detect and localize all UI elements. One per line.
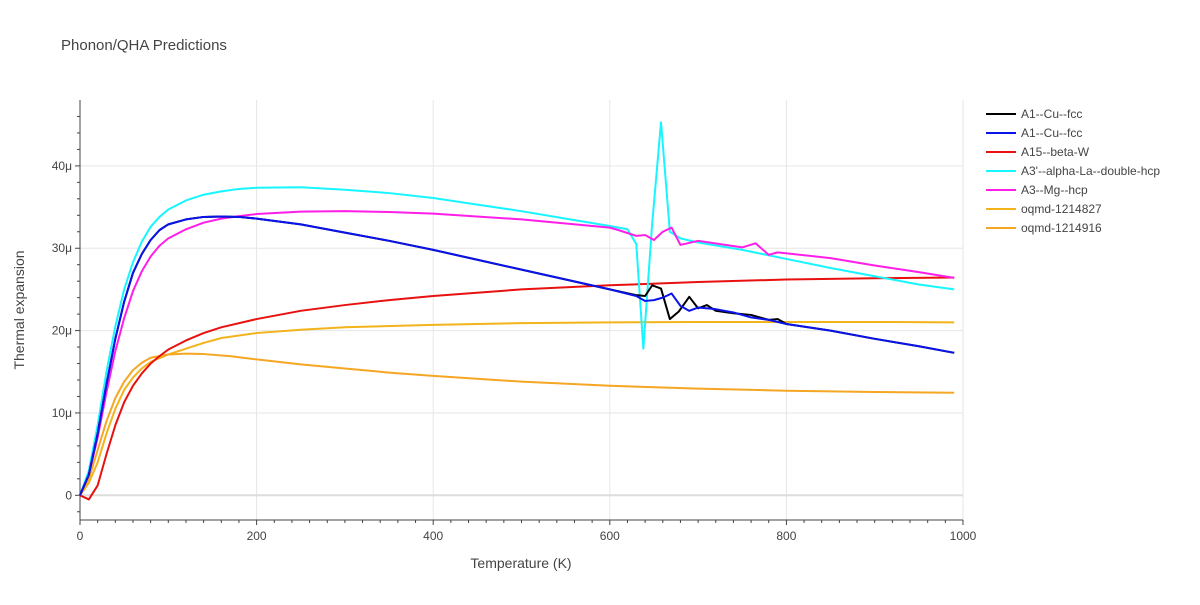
x-axis-title: Temperature (K)	[470, 555, 571, 571]
series-line-0	[79, 320, 955, 496]
legend-item[interactable]: A15--beta-W	[986, 145, 1090, 159]
legend-label: A3--Mg--hcp	[1021, 183, 1088, 197]
legend-item[interactable]: oqmd-1214916	[986, 221, 1102, 235]
series-line-1	[79, 352, 955, 496]
legend[interactable]: A1--Cu--fcc A1--Cu--fcc A15--beta-W A3'--al…	[986, 107, 1160, 235]
legend-item[interactable]: A3--Mg--hcp	[986, 183, 1088, 197]
series-layer	[79, 121, 955, 501]
grid-layer	[80, 100, 964, 520]
y-tick-label: 30μ	[52, 241, 72, 255]
y-tick-label: 20μ	[52, 324, 72, 338]
chart-title: Phonon/QHA Predictions	[61, 37, 227, 54]
y-axis-title: Thermal expansion	[11, 250, 27, 369]
legend-label: oqmd-1214916	[1021, 221, 1102, 235]
series-line-2	[79, 276, 955, 501]
x-tick-label: 800	[776, 529, 796, 543]
legend-item[interactable]: A1--Cu--fcc	[986, 126, 1082, 140]
legend-label: A3'--alpha-La--double-hcp	[1021, 164, 1160, 178]
x-tick-label: 1000	[950, 529, 977, 543]
series-line-4	[79, 210, 955, 496]
x-tick-label: 400	[423, 529, 443, 543]
series-line-6	[79, 215, 955, 496]
y-tick-label: 10μ	[52, 406, 72, 420]
legend-label: A1--Cu--fcc	[1021, 107, 1082, 121]
x-tick-label: 0	[77, 529, 84, 543]
x-tick-label: 600	[600, 529, 620, 543]
legend-label: A1--Cu--fcc	[1021, 126, 1082, 140]
y-tick-label: 0	[65, 488, 72, 502]
legend-label: A15--beta-W	[1021, 145, 1090, 159]
x-tick-label: 200	[247, 529, 267, 543]
axes-layer: 0 200 400 600 800 1000 0 10μ 20μ 30μ 40μ	[52, 100, 977, 543]
legend-item[interactable]: oqmd-1214827	[986, 202, 1102, 216]
y-tick-label: 40μ	[52, 159, 72, 173]
legend-item[interactable]: A1--Cu--fcc	[986, 107, 1082, 121]
legend-label: oqmd-1214827	[1021, 202, 1102, 216]
legend-item[interactable]: A3'--alpha-La--double-hcp	[986, 164, 1160, 178]
